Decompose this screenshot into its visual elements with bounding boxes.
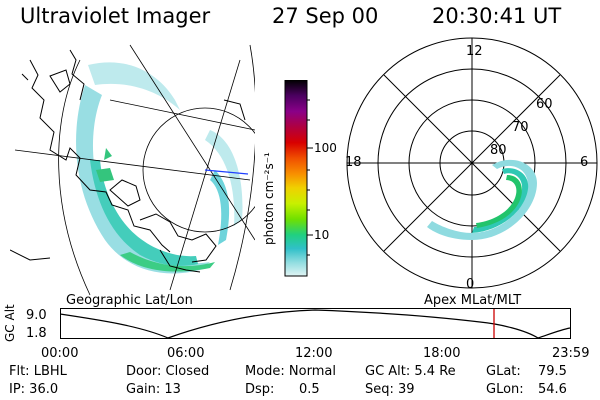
door-info: Door: Closed: [126, 364, 210, 379]
gc-alt-info: GC Alt: 5.4 Re: [365, 364, 456, 379]
colorbar-tick-100: 100: [314, 141, 337, 155]
filter-info: Flt: LBHL: [9, 364, 67, 379]
instrument-title: Ultraviolet Imager: [20, 4, 211, 28]
terminator-line: [204, 169, 249, 175]
colorbar-unit-label: photon cm⁻²s⁻¹: [262, 152, 276, 245]
mlt-label-6: 6: [580, 155, 589, 170]
mlt-label-12: 12: [466, 44, 483, 59]
colorbar: [284, 80, 313, 277]
mlat-label-60: 60: [536, 97, 553, 112]
polar-aurora: [427, 159, 537, 240]
graticule: [14, 44, 255, 296]
dsp-value: 0.5: [299, 382, 320, 397]
time-label: 20:30:41 UT: [432, 4, 562, 28]
altitude-strip-chart: [60, 308, 571, 339]
mlat-label-80: 80: [490, 143, 507, 158]
mlt-label-18: 18: [345, 155, 362, 170]
time-tick-2359: 23:59: [552, 346, 590, 361]
time-tick-0000: 00:00: [41, 346, 79, 361]
altitude-tick-1-8: 1.8: [26, 326, 47, 341]
mlat-label-70: 70: [512, 120, 529, 135]
coastlines: [10, 49, 246, 273]
colorbar-gradient: [284, 80, 308, 277]
colorbar-ticks: [307, 99, 313, 256]
altitude-curve: [60, 309, 571, 339]
mode-info: Mode: Normal: [245, 364, 336, 379]
ip-info: IP: 36.0: [9, 382, 59, 397]
polar-mlt-panel: [346, 37, 598, 289]
geographic-map-panel: [10, 44, 255, 296]
glon-label: GLon:: [486, 382, 524, 397]
geo-panel-caption: Geographic Lat/Lon: [66, 293, 193, 308]
altitude-tick-9: 9.0: [26, 308, 47, 323]
polar-grid: [346, 37, 598, 289]
title-bar: Ultraviolet Imager 27 Sep 00 20:30:41 UT: [0, 4, 600, 34]
time-tick-0600: 06:00: [167, 346, 205, 361]
time-tick-1800: 18:00: [423, 346, 461, 361]
colorbar-tick-10: 10: [314, 228, 330, 242]
date-label: 27 Sep 00: [272, 4, 379, 28]
seq-info: Seq: 39: [365, 382, 415, 397]
mlt-label-0: 0: [466, 277, 475, 292]
gain-info: Gain: 13: [126, 382, 181, 397]
time-tick-1200: 12:00: [295, 346, 333, 361]
altitude-strip-frame: [60, 308, 571, 339]
glon-value: 54.6: [538, 382, 567, 397]
glat-value: 79.5: [538, 364, 567, 379]
dsp-label: Dsp:: [245, 382, 275, 397]
polar-panel-caption: Apex MLat/MLT: [424, 293, 522, 308]
altitude-axis-title: GC Alt: [3, 304, 17, 342]
glat-label: GLat:: [486, 364, 521, 379]
